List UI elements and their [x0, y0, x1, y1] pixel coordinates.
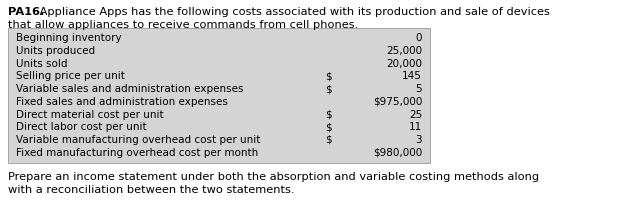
Text: $: $	[325, 84, 332, 94]
Text: $: $	[325, 110, 332, 119]
Text: $980,000: $980,000	[373, 148, 422, 158]
Text: 5: 5	[415, 84, 422, 94]
Text: 145: 145	[402, 72, 422, 81]
Text: 11: 11	[409, 122, 422, 132]
Text: Direct labor cost per unit: Direct labor cost per unit	[16, 122, 147, 132]
Text: Variable manufacturing overhead cost per unit: Variable manufacturing overhead cost per…	[16, 135, 261, 145]
Text: $: $	[325, 72, 332, 81]
Text: Variable sales and administration expenses: Variable sales and administration expens…	[16, 84, 243, 94]
Text: that allow appliances to receive commands from cell phones.: that allow appliances to receive command…	[8, 20, 358, 30]
Text: $: $	[325, 122, 332, 132]
Text: $: $	[325, 135, 332, 145]
Text: PA16.: PA16.	[8, 7, 45, 17]
Text: 25,000: 25,000	[386, 46, 422, 56]
Text: Beginning inventory: Beginning inventory	[16, 33, 122, 43]
Text: Units produced: Units produced	[16, 46, 95, 56]
Text: $975,000: $975,000	[373, 97, 422, 107]
Text: 20,000: 20,000	[386, 59, 422, 69]
Text: Fixed sales and administration expenses: Fixed sales and administration expenses	[16, 97, 228, 107]
Text: with a reconciliation between the two statements.: with a reconciliation between the two st…	[8, 185, 294, 195]
Text: Direct material cost per unit: Direct material cost per unit	[16, 110, 164, 119]
FancyBboxPatch shape	[8, 28, 430, 163]
Text: Selling price per unit: Selling price per unit	[16, 72, 125, 81]
Text: 25: 25	[409, 110, 422, 119]
Text: Prepare an income statement under both the absorption and variable costing metho: Prepare an income statement under both t…	[8, 172, 539, 182]
Text: 3: 3	[415, 135, 422, 145]
Text: Appliance Apps has the following costs associated with its production and sale o: Appliance Apps has the following costs a…	[36, 7, 550, 17]
Text: 0: 0	[415, 33, 422, 43]
Text: Fixed manufacturing overhead cost per month: Fixed manufacturing overhead cost per mo…	[16, 148, 258, 158]
Text: Units sold: Units sold	[16, 59, 68, 69]
